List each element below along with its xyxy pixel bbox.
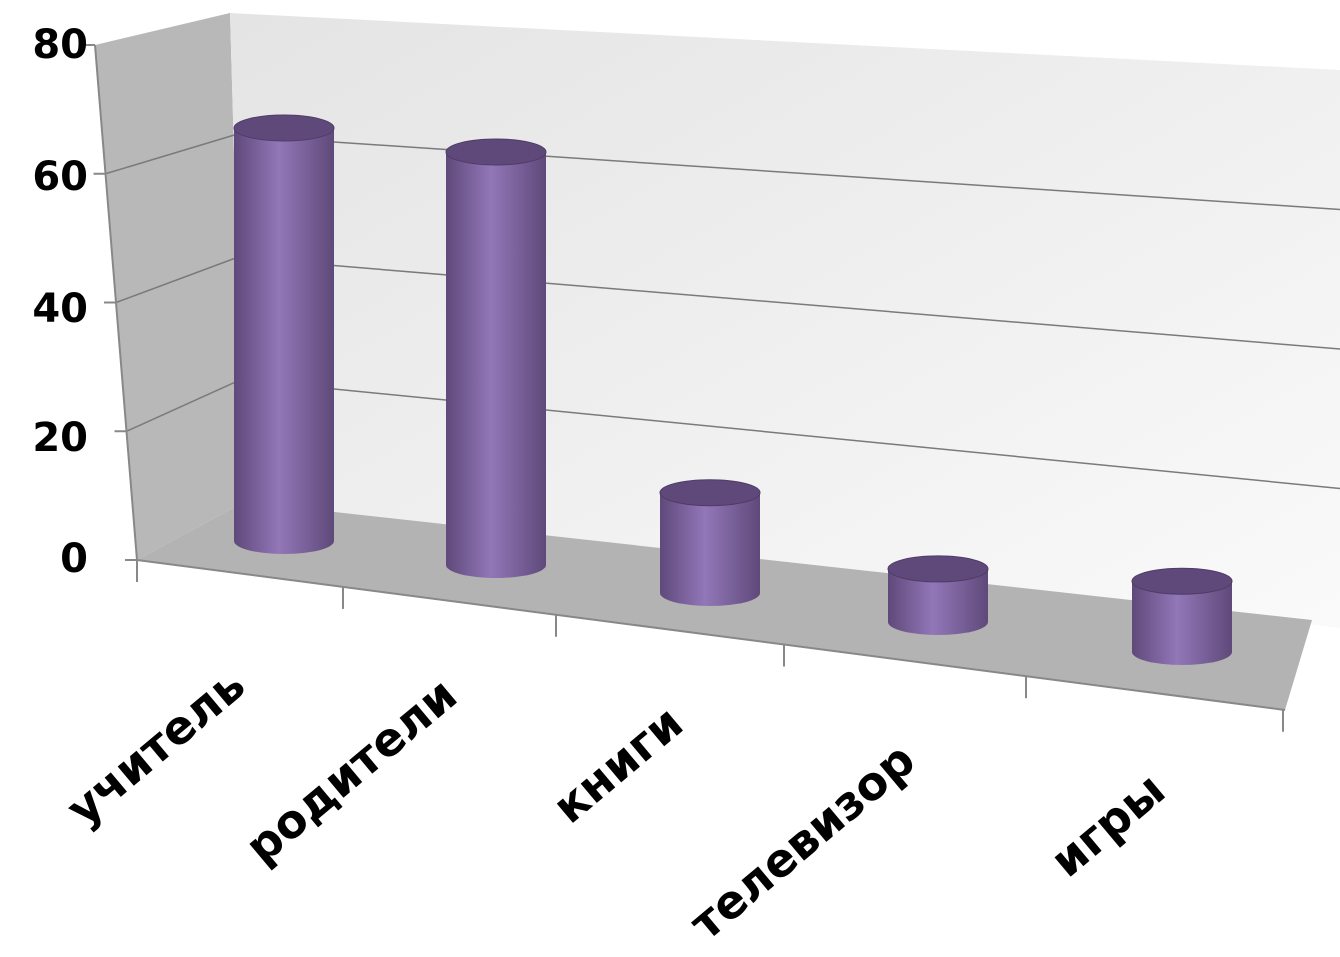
bar [887, 555, 989, 635]
x-tick-label: игры [1040, 762, 1175, 887]
x-tick-label: родители [235, 667, 467, 874]
bar-body [446, 152, 546, 578]
bar-top [445, 138, 547, 166]
bar-body [1132, 581, 1232, 665]
gridlines [83, 44, 1340, 561]
bar-top [659, 479, 761, 507]
y-axis-line [94, 44, 138, 561]
y-tick-label: 80 [32, 22, 88, 68]
bar-top [887, 555, 989, 583]
bar-top [1131, 567, 1233, 595]
bar [233, 114, 335, 554]
gridline [240, 379, 1340, 490]
y-tick-label: 20 [32, 415, 88, 461]
x-tick-label: книги [542, 695, 693, 834]
bar [445, 138, 547, 578]
bars [233, 114, 1233, 665]
y-axis: 0 20 40 60 80 [32, 22, 88, 582]
x-tick-label: учитель [56, 657, 255, 836]
y-tick-label: 60 [32, 154, 88, 200]
side-wall [95, 13, 244, 560]
gridline [126, 379, 241, 432]
bar [659, 479, 761, 606]
floor [137, 502, 1312, 710]
y-tick-label: 0 [60, 536, 88, 582]
x-tick-label: телевизор [679, 732, 925, 950]
bar [1131, 567, 1233, 665]
bar-body [888, 568, 988, 635]
bar-body [660, 492, 760, 606]
x-axis-labels: учитель родители книги телевизор игры [56, 657, 1175, 950]
gridline [115, 256, 238, 304]
bar-top [233, 114, 335, 142]
bar-body [234, 128, 334, 554]
gridline [236, 256, 1340, 350]
y-tick-label: 40 [32, 286, 88, 332]
gridline [233, 134, 1340, 211]
x-axis-ticks [136, 560, 1284, 732]
x-axis-line [136, 559, 1286, 711]
gridline [105, 134, 234, 175]
